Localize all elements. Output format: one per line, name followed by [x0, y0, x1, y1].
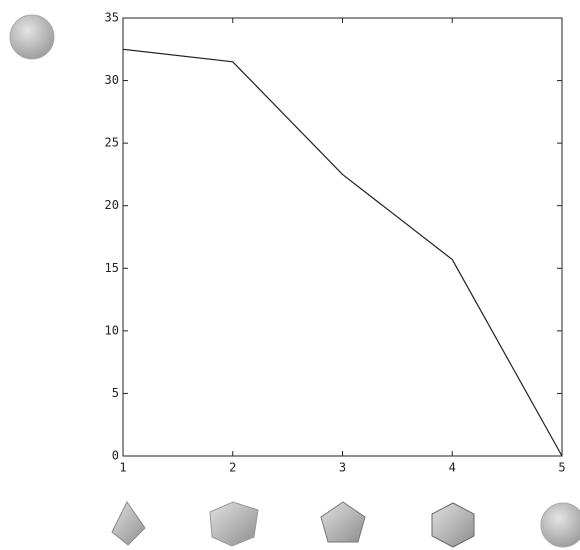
icosahedron-icon	[431, 502, 475, 548]
y-tick-label: 10	[105, 323, 119, 337]
cube-icon	[209, 501, 259, 547]
data-line	[122, 48, 563, 457]
x-tick-label: 2	[229, 461, 236, 475]
y-tick-label: 35	[105, 11, 119, 25]
tetrahedron-icon	[111, 501, 146, 546]
shape-icons	[9, 14, 580, 548]
sphere-icon	[540, 502, 580, 548]
y-tick-label: 25	[105, 136, 119, 150]
x-tick-label: 3	[339, 461, 346, 475]
sphere-icon	[9, 14, 55, 60]
x-tick-label: 1	[119, 461, 126, 475]
y-tick-label: 30	[105, 73, 119, 87]
y-tick-label: 15	[105, 261, 119, 275]
x-tick-label: 4	[449, 461, 456, 475]
y-tick-label: 20	[105, 198, 119, 212]
y-tick-label: 0	[112, 449, 119, 463]
plot-frame	[122, 17, 563, 457]
dodecahedron-icon	[320, 501, 366, 543]
x-tick-label: 5	[558, 461, 565, 475]
y-tick-label: 5	[112, 386, 119, 400]
